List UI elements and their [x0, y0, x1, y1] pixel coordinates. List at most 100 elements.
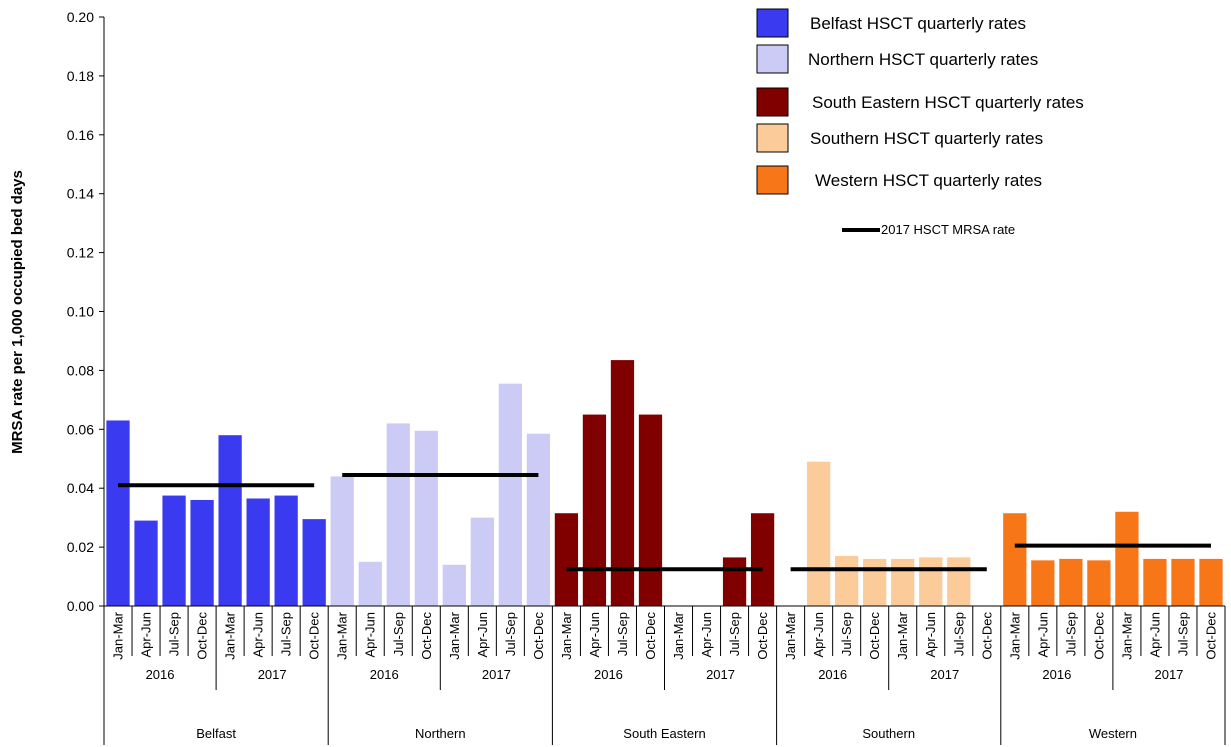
bar	[1115, 511, 1139, 606]
bar	[134, 520, 158, 606]
bar	[190, 499, 214, 606]
bar	[470, 517, 494, 606]
quarter-label: Jan-Mar	[1119, 611, 1134, 659]
year-label: 2017	[1154, 667, 1183, 682]
quarter-label: Oct-Dec	[419, 612, 434, 660]
bar	[554, 513, 579, 606]
legend-swatch	[756, 44, 789, 74]
trust-label: Belfast	[196, 726, 236, 741]
quarter-label: Apr-Jun	[1147, 612, 1162, 658]
legend-swatch	[756, 87, 789, 117]
y-axis: 0.00 0.02 0.04 0.06 0.08 0.10 0.12 0.14 0.16 0.18…	[67, 9, 105, 614]
year-label: 2017	[930, 667, 959, 682]
y-tick-label: 0.16	[67, 127, 94, 143]
legend-swatch	[756, 165, 789, 195]
bar	[330, 476, 354, 606]
bar	[1003, 513, 1027, 606]
quarter-label: Apr-Jun	[1035, 612, 1050, 658]
bar	[526, 433, 551, 606]
quarter-label: Jan-Mar	[1007, 611, 1022, 659]
bar	[162, 495, 186, 606]
quarter-label: Jul-Sep	[615, 612, 630, 656]
legend: Belfast HSCT quarterly rates Northern HSC…	[756, 8, 1084, 237]
bar	[863, 558, 887, 606]
bar	[582, 414, 607, 606]
legend-label: South Eastern HSCT quarterly rates	[812, 93, 1084, 112]
year-label: 2016	[370, 667, 399, 682]
year-label: 2017	[258, 667, 287, 682]
y-tick-label: 0.14	[67, 186, 94, 202]
bar	[442, 564, 466, 606]
year-label: 2016	[1042, 667, 1071, 682]
bar	[246, 498, 270, 606]
bar	[106, 420, 130, 606]
y-axis-label: MRSA rate per 1,000 occupied bed days	[9, 170, 26, 454]
quarter-label: Jul-Sep	[279, 612, 294, 656]
bar	[358, 561, 382, 606]
year-label: 2016	[818, 667, 847, 682]
bar	[1031, 560, 1055, 606]
legend-label: Northern HSCT quarterly rates	[808, 50, 1038, 69]
y-tick-label: 0.06	[67, 421, 94, 437]
bar	[414, 430, 438, 606]
quarter-label: Apr-Jun	[139, 612, 154, 658]
year-label: 2016	[146, 667, 175, 682]
quarter-label: Jan-Mar	[447, 611, 462, 659]
quarter-label: Oct-Dec	[755, 612, 770, 660]
quarter-label: Oct-Dec	[643, 612, 658, 660]
quarter-label: Oct-Dec	[195, 612, 210, 660]
bar	[919, 557, 943, 606]
bar	[218, 435, 242, 606]
quarter-label: Jul-Sep	[391, 612, 406, 656]
y-tick-label: 0.20	[67, 9, 94, 25]
quarter-label: Jan-Mar	[895, 611, 910, 659]
year-label: 2017	[706, 667, 735, 682]
bar	[1087, 560, 1111, 606]
quarter-label: Jan-Mar	[223, 611, 238, 659]
bar	[386, 423, 410, 606]
trust-label: Northern	[415, 726, 466, 741]
bar	[1059, 558, 1083, 606]
quarter-label: Jul-Sep	[503, 612, 518, 656]
bars	[106, 360, 1223, 606]
quarter-label: Apr-Jun	[363, 612, 378, 658]
bar	[1171, 558, 1195, 606]
quarter-label: Oct-Dec	[307, 612, 322, 660]
x-axis: Jan-Mar Apr-Jun Jul-Sep Oct-Dec Jan-Mar Apr-J…	[103, 605, 1226, 745]
quarter-label: Jul-Sep	[951, 612, 966, 656]
legend-line-label: 2017 HSCT MRSA rate	[881, 222, 1015, 237]
bar	[610, 360, 635, 606]
quarter-label: Apr-Jun	[811, 612, 826, 658]
quarter-label: Apr-Jun	[475, 612, 490, 658]
year-label: 2017	[482, 667, 511, 682]
bar	[1143, 558, 1167, 606]
legend-label: Southern HSCT quarterly rates	[810, 129, 1043, 148]
legend-label: Belfast HSCT quarterly rates	[810, 14, 1026, 33]
trust-label: South Eastern	[623, 726, 705, 741]
legend-swatch	[756, 123, 789, 153]
y-tick-label: 0.04	[67, 480, 94, 496]
quarter-label: Oct-Dec	[979, 612, 994, 660]
quarter-label: Jan-Mar	[671, 611, 686, 659]
bar	[638, 414, 663, 606]
quarter-label: Apr-Jun	[251, 612, 266, 658]
quarter-label: Jan-Mar	[335, 611, 350, 659]
bar	[274, 495, 298, 606]
rate-lines	[118, 472, 1211, 572]
quarter-label: Apr-Jun	[923, 612, 938, 658]
trust-label: Southern	[862, 726, 915, 741]
y-tick-label: 0.12	[67, 245, 94, 261]
bar	[1199, 558, 1223, 606]
quarter-label: Jul-Sep	[1063, 612, 1078, 656]
quarter-label: Jan-Mar	[783, 611, 798, 659]
bar	[750, 513, 775, 606]
y-tick-label: 0.10	[67, 304, 94, 320]
bar	[891, 558, 915, 606]
bar	[835, 555, 859, 606]
quarter-label: Apr-Jun	[587, 612, 602, 658]
quarter-label: Oct-Dec	[1203, 612, 1218, 660]
bar	[947, 557, 971, 606]
bar	[302, 519, 326, 606]
quarter-label: Oct-Dec	[531, 612, 546, 660]
